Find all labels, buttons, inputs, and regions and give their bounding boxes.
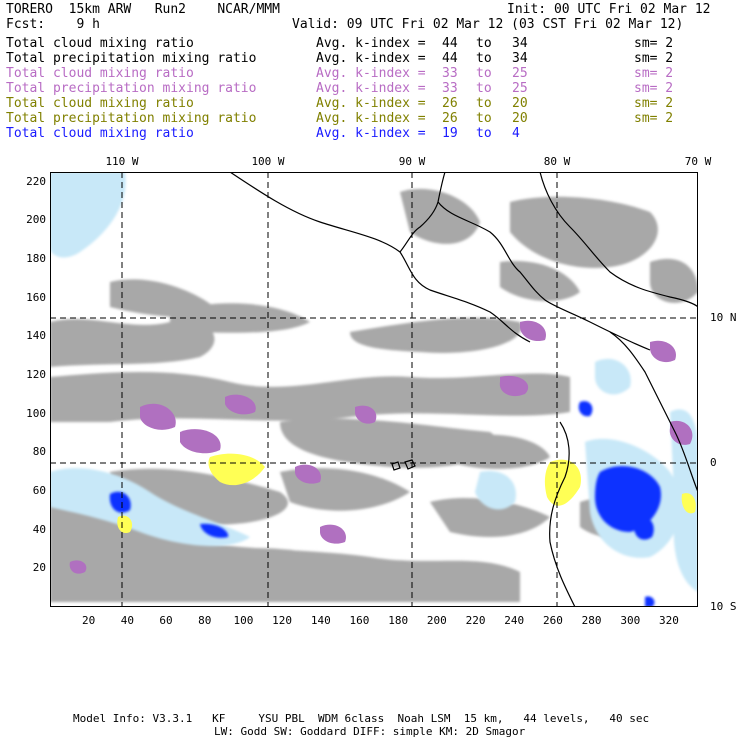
legend-avg: Avg. k-index = [316,96,426,111]
x-tick-label: 140 [310,614,331,627]
top-lon-label: 100 W [251,155,285,168]
legend-row: Total cloud mixing ratio Avg. k-index = 19… [6,126,736,141]
top-lon-label: 80 W [543,155,571,168]
legend-avg: Avg. k-index = [316,66,426,81]
x-tick-label: 60 [159,614,173,627]
legend-to: to [476,66,492,81]
legend-sm: sm= 2 [634,66,674,81]
x-tick-label: 260 [542,614,563,627]
legend-row: Total precipitation mixing ratio Avg. k-i… [6,51,736,66]
legend-row: Total precipitation mixing ratio Avg. k-i… [6,111,736,126]
legend-label: Total cloud mixing ratio [6,66,194,81]
cloud-field-blue [109,401,661,607]
lat-lon-grid [50,172,698,607]
y-tick-label: 160 [26,290,46,304]
legend-sm: sm= 2 [634,96,674,111]
legend-label: Total precipitation mixing ratio [6,81,257,96]
legend-row: Total cloud mixing ratio Avg. k-index = 44… [6,36,736,51]
y-tick-label: 80 [32,445,46,459]
x-tick-label: 120 [272,614,293,627]
legend-k1: 26 [442,111,458,126]
x-tick-label: 100 [233,614,254,627]
legend-label: Total cloud mixing ratio [6,126,194,141]
legend-k1: 33 [442,66,458,81]
legend-k2: 20 [512,111,528,126]
legend-to: to [476,81,492,96]
legend-row: Total precipitation mixing ratio Avg. k-i… [6,81,736,96]
y-tick-label: 20 [32,561,46,575]
y-tick-label: 100 [26,406,46,420]
header-run-title: TORERO 15km ARW Run2 NCAR/MMM [6,2,280,17]
x-tick-label: 40 [120,614,134,627]
right-lat-label: 0 [710,456,717,469]
footer-model-info: Model Info: V3.3.1 KF YSU PBL WDM 6class… [73,712,650,725]
x-tick-label: 200 [426,614,447,627]
top-lon-label: 90 W [398,155,426,168]
legend-avg: Avg. k-index = [316,111,426,126]
y-tick-label: 220 [26,174,46,188]
y-tick-label: 60 [32,484,46,497]
y-tick-label: 180 [26,252,46,265]
map-frame [50,172,698,607]
x-tick-label: 80 [198,614,212,627]
legend-sm: sm= 2 [634,36,674,51]
legend-row: Total cloud mixing ratio Avg. k-index = 33… [6,66,736,81]
legend-to: to [476,51,492,66]
legend-to: to [476,96,492,111]
x-tick-label: 240 [504,614,525,627]
legend-k1: 19 [442,126,458,141]
legend-avg: Avg. k-index = [316,81,426,96]
legend-k1: 33 [442,81,458,96]
x-tick-label: 220 [465,614,486,627]
legend-k1: 26 [442,96,458,111]
legend-label: Total precipitation mixing ratio [6,111,257,126]
top-lon-label: 70 W [684,155,712,168]
legend-avg: Avg. k-index = [316,36,426,51]
legend-avg: Avg. k-index = [316,126,426,141]
x-tick-label: 20 [82,614,96,627]
legend-avg: Avg. k-index = [316,51,426,66]
y-tick-label: 40 [32,522,46,536]
legend-sm: sm= 2 [634,81,674,96]
legend-k2: 20 [512,96,528,111]
precip-field-purple [69,320,693,574]
legend-to: to [476,111,492,126]
footer-physics-info: LW: Godd SW: Goddard DIFF: simple KM: 2D… [214,725,526,738]
legend-to: to [476,36,492,51]
x-tick-label: 300 [620,614,641,627]
right-lat-label: 10 S [710,600,737,613]
legend-k2: 25 [512,81,528,96]
x-tick-label: 320 [659,614,679,627]
x-tick-label: 280 [581,614,602,627]
legend-k1: 44 [442,36,458,51]
right-lat-label: 10 N [710,311,737,324]
legend-k2: 34 [512,51,528,66]
legend-to: to [476,126,492,141]
x-tick-label: 160 [349,614,370,627]
legend-sm: sm= 2 [634,111,674,126]
header-forecast-hour: Fcst: 9 h [6,17,100,32]
legend-k2: 34 [512,36,528,51]
x-tick-label: 180 [388,614,409,627]
legend-k2: 25 [512,66,528,81]
y-tick-label: 140 [26,329,46,343]
header-init-time: Init: 00 UTC Fri 02 Mar 12 [507,2,711,17]
legend-row: Total cloud mixing ratio Avg. k-index = 26… [6,96,736,111]
legend-k2: 4 [512,126,520,141]
header-valid-time: Valid: 09 UTC Fri 02 Mar 12 (03 CST Fri … [292,17,684,32]
y-tick-label: 200 [26,213,46,227]
legend-label: Total cloud mixing ratio [6,36,194,51]
coastlines [229,172,698,607]
weather-map [50,172,698,607]
legend-sm: sm= 2 [634,51,674,66]
legend-label: Total cloud mixing ratio [6,96,194,111]
top-lon-label: 110 W [105,155,139,168]
legend-label: Total precipitation mixing ratio [6,51,257,66]
y-tick-label: 120 [26,368,46,381]
legend-k1: 44 [442,51,458,66]
